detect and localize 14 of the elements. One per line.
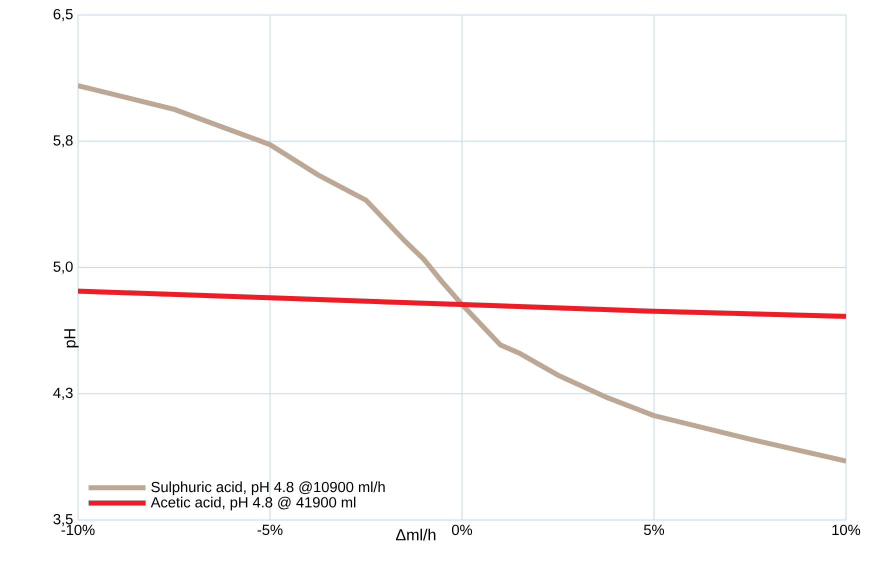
legend-label: Acetic acid, pH 4.8 @ 41900 ml	[150, 496, 356, 510]
x-tick-label: 5%	[644, 524, 664, 536]
x-tick-label: 10%	[832, 524, 860, 536]
legend-label: Sulphuric acid, pH 4.8 @10900 ml/h	[151, 481, 385, 496]
x-tick-label: -5%	[258, 524, 283, 536]
x-axis-title: Δml/h	[396, 528, 436, 540]
y-tick-label: 4,3	[53, 388, 73, 400]
y-tick-label: 6,5	[54, 8, 73, 22]
y-tick-label: 5,0	[53, 261, 73, 274]
y-tick-label: 3,5	[53, 514, 73, 526]
x-tick-label: -10%	[62, 524, 95, 536]
y-axis-title: pH	[64, 329, 79, 348]
y-tick-label: 5,8	[53, 135, 73, 148]
x-tick-label: 0%	[452, 524, 472, 536]
